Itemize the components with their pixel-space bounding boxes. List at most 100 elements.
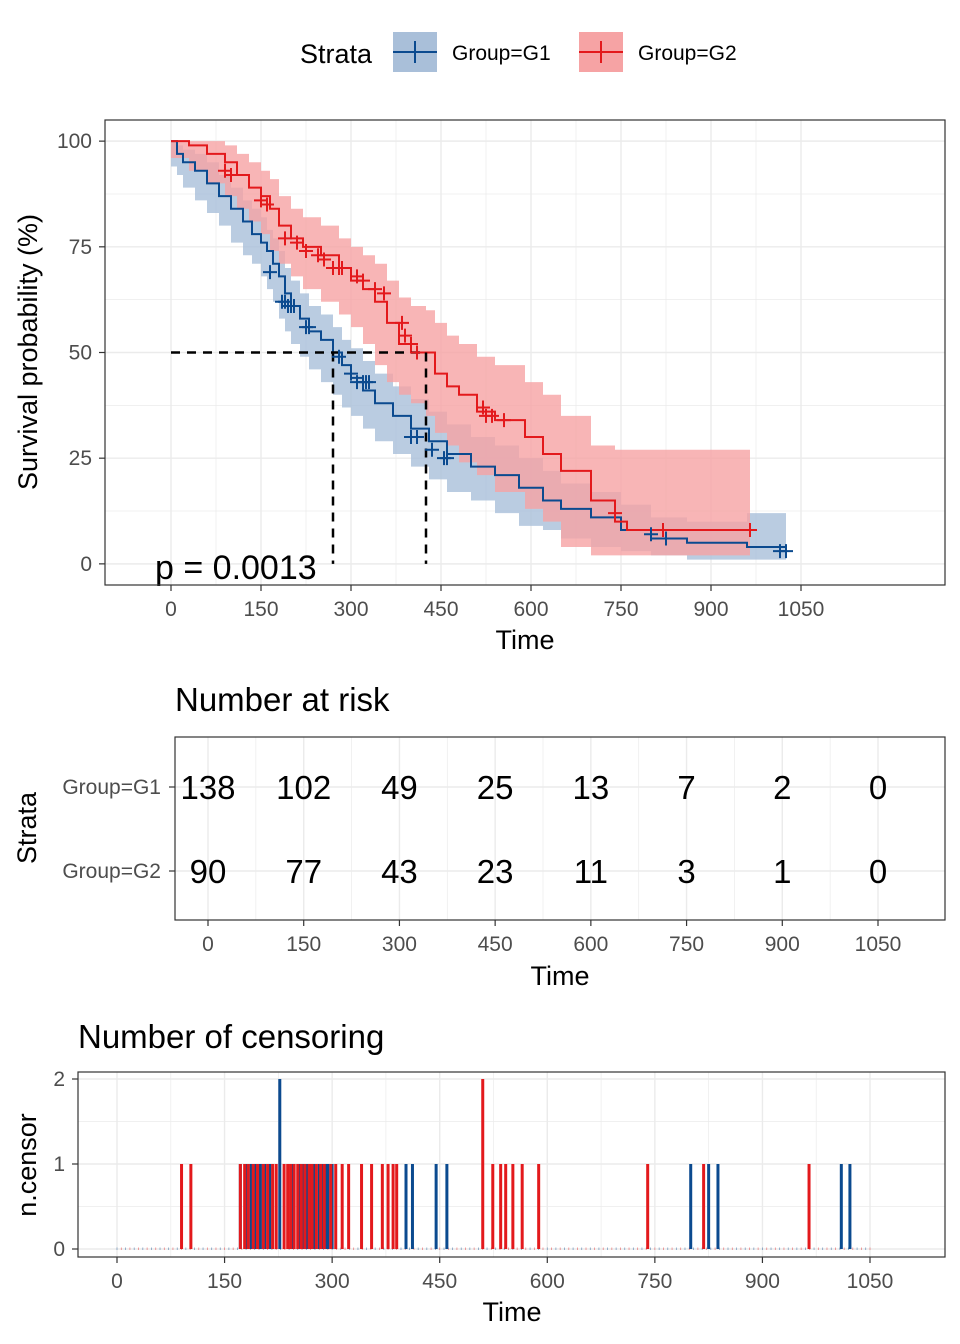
risk-table-strata-labels: Group=G1 Group=G2 [62, 776, 175, 883]
risk-x-tick-label: 900 [765, 933, 800, 956]
risk-table-x-ticks: 0 150 300 450 600 750 900 1050 [202, 920, 901, 956]
risk-table-y-axis-title: Strata [12, 791, 42, 864]
risk-table-panel: Number at risk 138 102 49 25 13 7 2 090 77 43 23 11… [12, 681, 946, 991]
censoring-x-tick-label: 150 [207, 1270, 242, 1293]
survival-y-axis-title: Survival probability (%) [13, 214, 43, 490]
censor-mark-g2 [356, 273, 370, 288]
legend-label-g1: Group=G1 [452, 42, 551, 65]
survival-curve-g2 [171, 140, 750, 532]
survival-x-tick-label: 750 [603, 598, 638, 621]
risk-cell-g1: 102 [276, 769, 331, 806]
censor-mark-g1 [644, 527, 658, 542]
survival-x-tick-label: 1050 [778, 598, 825, 621]
risk-cell-g2: 0 [869, 853, 887, 890]
censoring-x-tick-label: 600 [530, 1270, 565, 1293]
risk-x-tick-label: 450 [478, 933, 513, 956]
censor-mark-g2 [317, 252, 331, 267]
censoring-y-tick-label: 2 [53, 1068, 65, 1091]
survival-x-tick-label: 900 [693, 598, 728, 621]
censor-mark-g2 [608, 506, 622, 521]
survival-y-tick-label: 100 [57, 130, 92, 153]
censoring-x-ticks: 0 150 300 450 600 750 900 1050 [111, 1257, 893, 1293]
risk-table-cells: 138 102 49 25 13 7 2 0 90 77 43 23 11 3 1 0 [180, 769, 887, 890]
risk-table-background [175, 737, 945, 920]
risk-cell-g1: 49 [381, 769, 418, 806]
legend: Strata Group=G1 Group=G2 [300, 32, 737, 72]
survival-x-axis-title: Time [496, 625, 555, 655]
survival-x-ticks: 0 150 300 450 600 750 900 1050 [165, 585, 824, 621]
censor-mark-g2 [404, 337, 418, 352]
risk-x-tick-label: 300 [382, 933, 417, 956]
risk-x-tick-label: 750 [669, 933, 704, 956]
survival-x-tick-label: 150 [243, 598, 278, 621]
confidence-band-g1 [171, 141, 786, 560]
censoring-y-ticks: 0 1 2 [53, 1068, 78, 1261]
median-survival-lines [171, 351, 428, 564]
censoring-y-axis-title: n.censor [12, 1113, 42, 1217]
risk-strata-label-g1: Group=G1 [62, 776, 161, 799]
censor-mark-g2 [290, 235, 304, 250]
risk-cell-g2: 43 [381, 853, 418, 890]
censoring-panel: Number of censoring 0 150 300 450 600 750 900 1… [12, 1018, 946, 1327]
censor-mark-g2 [395, 315, 409, 330]
confidence-band-g2 [171, 141, 750, 556]
survival-y-ticks: 0 25 50 75 100 [57, 130, 105, 576]
censor-mark-g1 [425, 442, 439, 457]
survival-x-tick-label: 450 [423, 598, 458, 621]
legend-title: Strata [300, 39, 373, 69]
risk-x-tick-label: 150 [286, 933, 321, 956]
censor-mark-g2 [278, 231, 292, 246]
risk-table-grid [175, 737, 945, 920]
censoring-x-tick-label: 450 [422, 1270, 457, 1293]
risk-strata-label-g2: Group=G2 [62, 860, 161, 883]
risk-cell-g2: 3 [677, 853, 695, 890]
censor-mark-g1 [440, 451, 454, 466]
censor-mark-g2 [497, 413, 511, 428]
censoring-x-tick-label: 900 [745, 1270, 780, 1293]
censoring-x-tick-label: 1050 [847, 1270, 894, 1293]
survival-y-tick-label: 25 [69, 447, 92, 470]
risk-cell-g1: 7 [677, 769, 695, 806]
censor-marks [218, 163, 793, 559]
censor-mark-g2 [743, 523, 757, 538]
survival-y-tick-label: 75 [69, 236, 92, 259]
censoring-x-tick-label: 750 [637, 1270, 672, 1293]
censor-mark-g1 [779, 544, 793, 559]
p-value-annotation: p = 0.0013 [155, 549, 317, 587]
survival-x-tick-label: 0 [165, 598, 177, 621]
censor-mark-g2 [485, 408, 499, 423]
risk-x-tick-label: 1050 [855, 933, 902, 956]
censoring-x-axis-title: Time [483, 1297, 542, 1327]
risk-cell-g2: 11 [574, 853, 608, 890]
risk-cell-g1: 138 [180, 769, 235, 806]
risk-table-title: Number at risk [175, 681, 390, 718]
risk-x-tick-label: 0 [202, 933, 214, 956]
risk-cell-g1: 13 [572, 769, 609, 806]
risk-cell-g1: 2 [773, 769, 791, 806]
censor-mark-g1 [659, 531, 673, 546]
censor-mark-g2 [398, 328, 412, 343]
censor-mark-g1 [302, 320, 316, 335]
censor-mark-g2 [368, 282, 382, 297]
risk-table-frame [174, 736, 946, 921]
risk-cell-g1: 0 [869, 769, 887, 806]
censoring-y-tick-label: 0 [53, 1238, 65, 1261]
risk-cell-g2: 77 [285, 853, 322, 890]
survival-x-tick-label: 300 [333, 598, 368, 621]
censor-mark-g1 [410, 430, 424, 445]
survival-confidence-bands [171, 141, 786, 560]
risk-cell-g2: 90 [190, 853, 227, 890]
censoring-y-tick-label: 1 [53, 1153, 65, 1176]
censor-mark-g1 [287, 299, 301, 313]
censor-mark-g2 [377, 286, 391, 301]
censoring-x-tick-label: 300 [315, 1270, 350, 1293]
survival-x-tick-label: 600 [513, 598, 548, 621]
risk-table-x-axis-title: Time [531, 961, 590, 991]
risk-cell-g1: 25 [477, 769, 514, 806]
censor-mark-g2 [656, 523, 670, 538]
legend-label-g2: Group=G2 [638, 42, 737, 65]
censor-mark-g2 [476, 400, 490, 415]
censor-mark-g2 [260, 197, 274, 212]
censor-mark-g2 [335, 260, 349, 275]
censoring-title: Number of censoring [78, 1018, 384, 1055]
